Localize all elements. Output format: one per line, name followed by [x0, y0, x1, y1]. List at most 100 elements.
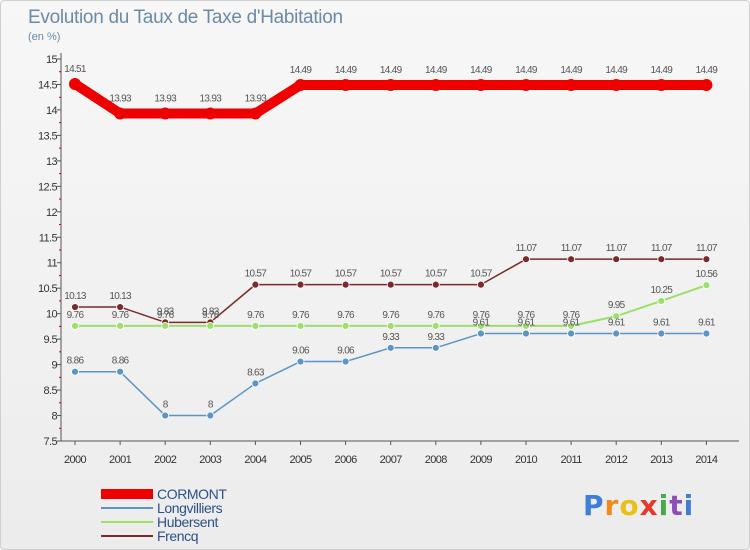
- data-label-frencq: 10.57: [380, 269, 403, 280]
- data-point-cormont: [384, 78, 397, 91]
- data-point-longvilliers: [296, 357, 305, 366]
- data-label-cormont: 14.49: [380, 65, 403, 76]
- data-label-cormont: 13.93: [200, 93, 223, 104]
- data-label-frencq: 9.83: [157, 306, 175, 317]
- legend-item-hubersent: Hubersent: [101, 515, 227, 529]
- logo-letter: i: [683, 489, 695, 522]
- y-tick-label: 8: [51, 411, 57, 423]
- y-tick-label: 13.5: [38, 130, 57, 142]
- data-label-longvilliers: 8: [208, 400, 214, 411]
- data-label-hubersent: 9.76: [247, 310, 265, 321]
- data-point-frencq: [71, 303, 79, 311]
- data-point-hubersent: [657, 297, 666, 305]
- data-label-frencq: 10.57: [425, 269, 448, 280]
- data-label-longvilliers: 9.06: [292, 346, 310, 357]
- data-point-longvilliers: [431, 343, 440, 352]
- data-label-frencq: 10.57: [335, 269, 358, 280]
- data-point-longvilliers: [341, 357, 350, 366]
- data-label-hubersent: 10.56: [696, 269, 719, 280]
- legend-item-cormont: CORMONT: [101, 487, 227, 501]
- legend-item-longvilliers: Longvilliers: [101, 501, 227, 515]
- data-point-cormont: [69, 77, 81, 90]
- data-label-frencq: 10.57: [245, 269, 268, 280]
- data-point-longvilliers: [116, 367, 124, 376]
- y-tick-label: 13: [46, 156, 58, 168]
- data-label-hubersent: 9.76: [563, 310, 581, 321]
- x-tick-label: 2006: [335, 454, 358, 466]
- data-point-frencq: [476, 280, 485, 289]
- data-label-hubersent: 9.76: [337, 310, 355, 321]
- logo-letter: t: [669, 489, 684, 522]
- y-tick-label: 14.5: [38, 79, 57, 91]
- data-point-cormont: [159, 107, 172, 120]
- y-tick-label: 9.5: [44, 334, 58, 346]
- x-tick-label: 2005: [289, 454, 312, 466]
- data-point-cormont: [610, 78, 623, 91]
- data-label-frencq: 10.13: [64, 291, 87, 302]
- data-point-hubersent: [702, 281, 711, 290]
- x-tick-label: 2009: [470, 454, 493, 466]
- data-label-hubersent: 9.76: [157, 310, 175, 321]
- data-point-frencq: [522, 255, 530, 264]
- data-label-hubersent: 9.76: [112, 310, 130, 321]
- legend-swatch: [101, 507, 153, 509]
- data-label-frencq: 11.07: [606, 243, 628, 254]
- data-label-longvilliers: 9.33: [427, 332, 445, 343]
- legend-label: Frencq: [157, 528, 199, 544]
- y-tick-label: 11: [47, 258, 58, 270]
- data-point-cormont: [429, 78, 442, 91]
- y-tick-label: 7.5: [44, 436, 58, 448]
- data-point-frencq: [296, 280, 305, 289]
- data-point-longvilliers: [251, 379, 260, 388]
- y-tick-label: 15: [46, 54, 58, 66]
- data-point-frencq: [612, 255, 621, 264]
- data-label-cormont: 14.49: [651, 65, 674, 76]
- data-point-hubersent: [567, 321, 575, 330]
- x-tick-label: 2010: [515, 454, 538, 466]
- data-point-hubersent: [386, 321, 395, 330]
- x-tick-label: 2001: [109, 454, 132, 466]
- data-label-frencq: 10.57: [290, 269, 313, 280]
- y-tick-label: 11.5: [39, 232, 58, 244]
- data-label-frencq: 9.83: [202, 306, 220, 317]
- data-point-hubersent: [431, 321, 440, 330]
- data-label-longvilliers: 9.06: [337, 346, 355, 357]
- data-point-frencq: [386, 280, 395, 289]
- data-point-frencq: [116, 303, 124, 311]
- data-point-hubersent: [476, 321, 485, 330]
- data-label-cormont: 14.49: [696, 65, 719, 76]
- data-label-cormont: 14.49: [425, 65, 448, 76]
- data-point-longvilliers: [567, 329, 575, 338]
- logo-letter: P: [583, 489, 605, 522]
- data-point-cormont: [655, 78, 668, 91]
- data-label-longvilliers: 9.61: [608, 318, 626, 329]
- data-point-frencq: [567, 255, 575, 264]
- data-label-cormont: 13.93: [109, 93, 132, 104]
- x-tick-label: 2012: [605, 454, 628, 466]
- data-point-cormont: [520, 78, 532, 91]
- y-tick-label: 8.5: [44, 385, 58, 397]
- data-label-cormont: 14.49: [605, 65, 628, 76]
- data-label-frencq: 10.57: [470, 269, 493, 280]
- data-label-cormont: 13.93: [154, 93, 177, 104]
- data-label-longvilliers: 9.33: [382, 332, 400, 343]
- legend-label: CORMONT: [157, 486, 227, 502]
- x-tick-label: 2004: [244, 454, 267, 466]
- data-point-cormont: [114, 107, 127, 120]
- y-tick-label: 10.5: [38, 283, 57, 295]
- data-label-hubersent: 10.25: [651, 285, 674, 296]
- data-point-frencq: [431, 280, 440, 289]
- x-tick-label: 2011: [560, 454, 582, 466]
- y-tick-label: 12.5: [38, 181, 57, 193]
- data-point-longvilliers: [206, 411, 215, 420]
- data-point-cormont: [249, 107, 262, 120]
- data-label-longvilliers: 8: [163, 400, 169, 411]
- data-point-longvilliers: [522, 329, 530, 338]
- data-label-hubersent: 9.76: [292, 310, 310, 321]
- logo-letter: x: [639, 489, 659, 522]
- x-tick-label: 2014: [695, 454, 718, 466]
- data-label-longvilliers: 8.86: [112, 356, 130, 367]
- data-label-hubersent: 9.76: [67, 310, 85, 321]
- legend-label: Hubersent: [157, 514, 218, 530]
